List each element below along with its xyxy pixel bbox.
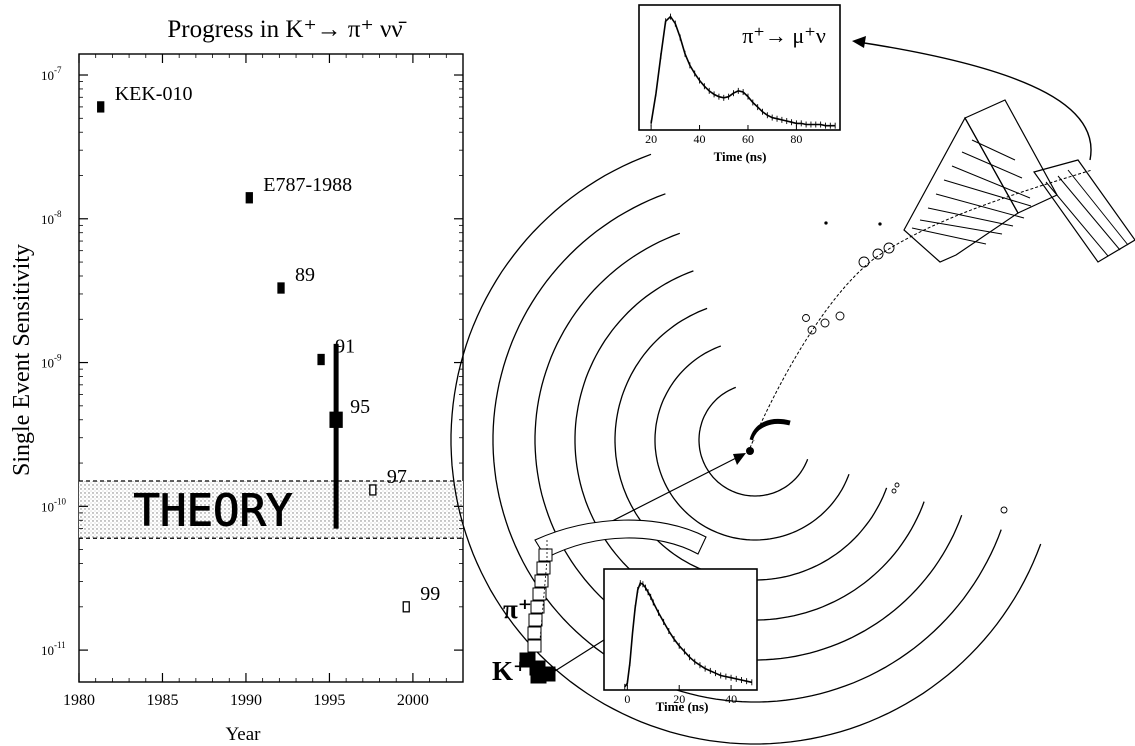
x-tick-label: 1990 xyxy=(230,692,262,709)
drift-chamber-arc xyxy=(574,270,925,621)
pion-label: π⁺ xyxy=(503,594,532,624)
data-point xyxy=(277,282,285,294)
inset-x-tick-label: 40 xyxy=(694,132,706,146)
point-label: E787-1988 xyxy=(263,174,352,196)
target-fiber xyxy=(532,587,547,601)
inset-x-tick-label: 80 xyxy=(790,132,802,146)
inset-top-plot: 20 40 60 80 xyxy=(645,13,836,146)
target-fiber xyxy=(534,574,549,588)
target-fibers xyxy=(519,540,556,684)
fiber-track xyxy=(539,540,548,641)
beam-counter xyxy=(534,519,707,559)
inset-bottom-plot: 0 20 40 xyxy=(624,580,753,706)
point-label: 95 xyxy=(350,396,370,418)
point-label: KEK-010 xyxy=(115,83,193,105)
drift-chamber-arc xyxy=(450,153,1042,745)
y-tick-label: 10-11 xyxy=(41,640,66,658)
drift-chamber-arc xyxy=(654,345,850,541)
x-tick-label: 1995 xyxy=(313,692,345,709)
data-point xyxy=(317,353,325,366)
inset-x-tick-label: 60 xyxy=(742,132,754,146)
y-axis-label: Single Event Sensitivity xyxy=(9,244,35,476)
pion-decay-arrow xyxy=(857,41,1092,161)
kaon-fiber xyxy=(530,668,547,684)
point-label: 91 xyxy=(335,336,355,358)
theory-band-fill xyxy=(79,481,463,539)
target-fiber xyxy=(538,548,553,562)
detector-diagram: π⁺ K⁺ xyxy=(450,36,1135,745)
point-label: 89 xyxy=(295,264,315,286)
range-stack-module-1 xyxy=(903,99,1058,263)
data-point xyxy=(402,601,410,613)
data-point xyxy=(369,484,377,496)
data-point xyxy=(245,192,253,204)
inset-top-title: π⁺→ μ⁺ν xyxy=(742,23,826,48)
inset-top-xlabel: Time (ns) xyxy=(714,149,767,164)
x-tick-label: 2000 xyxy=(397,692,429,709)
sensitivity-chart: Progress in K⁺→ π⁺ νν̄ THEORY 1980 1985 19… xyxy=(9,16,464,745)
y-tick-label: 10-9 xyxy=(41,353,62,371)
point-label: 99 xyxy=(420,583,440,605)
pion-track xyxy=(749,169,1093,449)
point-label: 97 xyxy=(387,466,407,488)
drift-chamber-arc xyxy=(534,232,963,661)
data-point xyxy=(97,101,105,113)
inset-bottom-xlabel: Time (ns) xyxy=(656,699,709,714)
range-stack-module-2 xyxy=(1033,159,1135,263)
theory-band: THEORY xyxy=(79,480,463,539)
left-axes: 1980 1985 1990 1995 2000 10-11 10-10 10-9 10-8 10… xyxy=(41,54,464,709)
target-fiber xyxy=(527,626,542,640)
target-fiber xyxy=(530,600,545,614)
y-tick-label: 10-10 xyxy=(41,496,66,514)
inset-x-tick-label: 40 xyxy=(725,692,737,706)
data-points: KEK-010 E787-1988 89 91 95 97 99 xyxy=(97,83,440,613)
track-hits xyxy=(802,221,1008,514)
target-arc xyxy=(749,418,791,441)
kaon-label: K⁺ xyxy=(492,656,527,686)
pion-decay-inset: π⁺→ μ⁺ν Time (ns) 20 40 60 80 xyxy=(638,4,841,164)
x-tick-label: 1980 xyxy=(63,692,95,709)
drift-chamber-arc xyxy=(492,193,1002,703)
target-fiber xyxy=(536,561,551,575)
pion-decay-arrowhead xyxy=(852,36,866,48)
target-fiber xyxy=(527,639,542,653)
kaon-decay-inset: Time (ns) 0 20 40 xyxy=(603,568,758,714)
x-axis-label: Year xyxy=(225,724,261,745)
drift-chamber-arc xyxy=(698,386,809,497)
inset-x-tick-label: 20 xyxy=(645,132,657,146)
y-tick-label: 10-7 xyxy=(41,65,62,83)
stopping-point xyxy=(746,447,754,455)
plot-frame xyxy=(78,53,464,683)
y-tick-label: 10-8 xyxy=(41,209,62,227)
x-tick-label: 1985 xyxy=(146,692,178,709)
inset-x-tick-label: 20 xyxy=(673,692,685,706)
data-point xyxy=(329,411,343,428)
chart-title: Progress in K⁺→ π⁺ νν̄ xyxy=(167,16,406,43)
inset-x-tick-label: 0 xyxy=(624,692,630,706)
theory-label: THEORY xyxy=(134,486,293,537)
